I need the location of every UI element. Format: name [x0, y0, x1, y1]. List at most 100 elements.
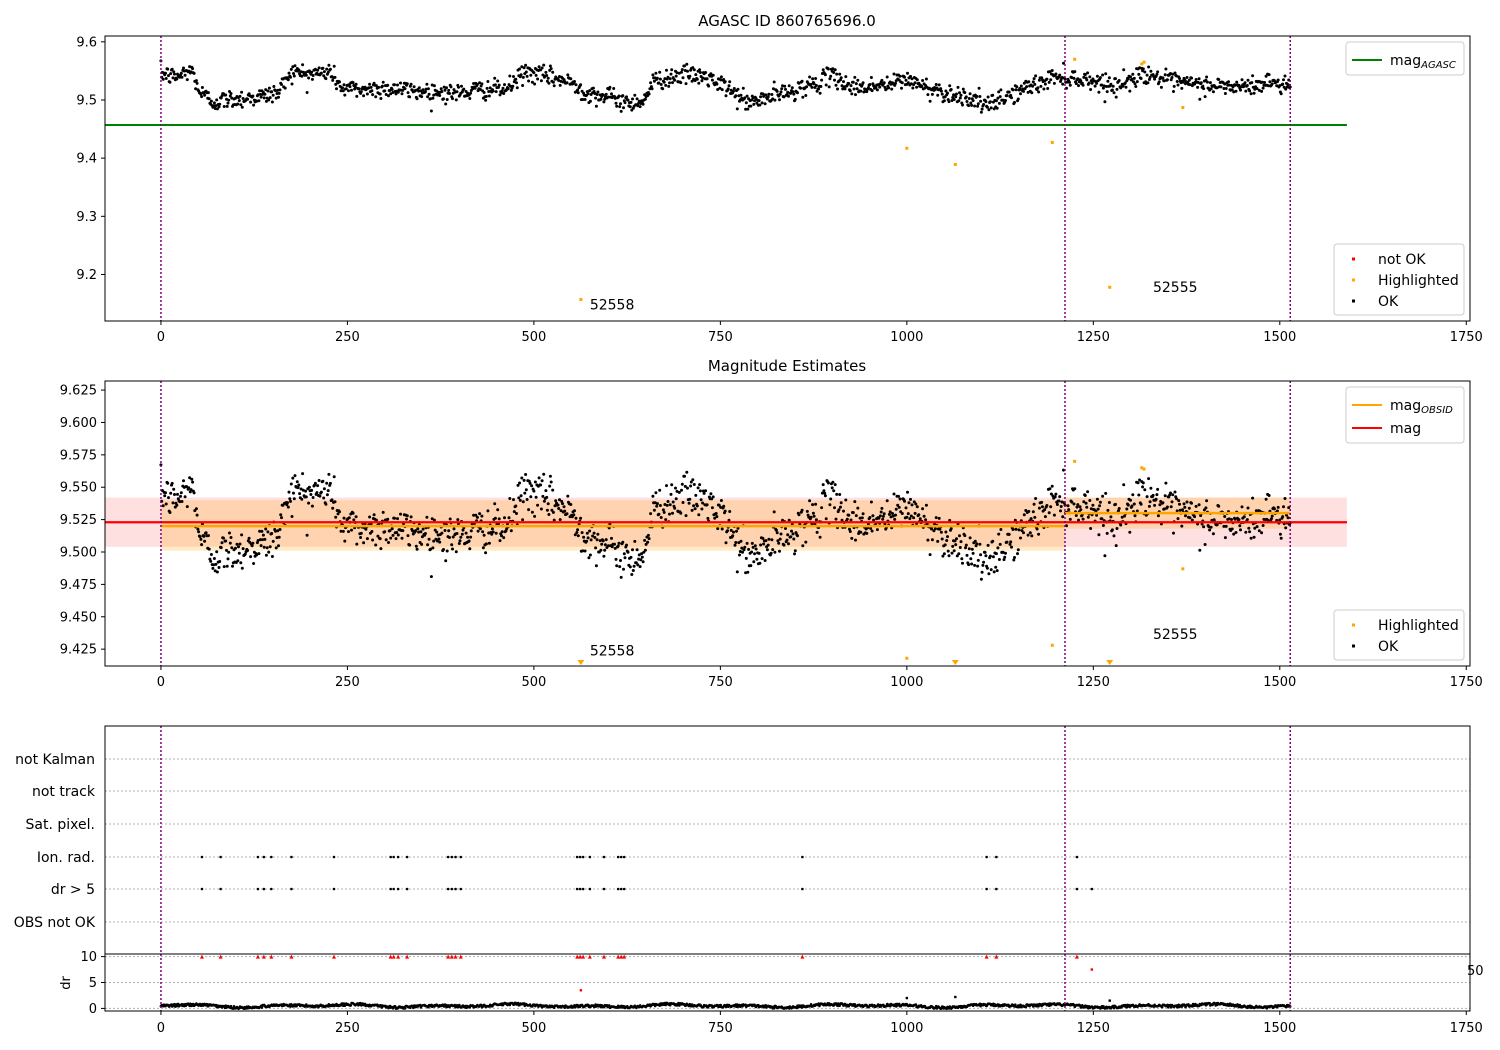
- ok-point: [747, 547, 751, 551]
- ok-point: [953, 539, 957, 543]
- ok-point: [975, 542, 979, 546]
- flag-marker: [459, 855, 463, 859]
- ok-point: [692, 68, 696, 72]
- ok-point: [818, 535, 822, 539]
- ok-point: [317, 66, 321, 70]
- ok-point: [419, 530, 423, 534]
- legend-marker: [1352, 623, 1355, 627]
- flag-marker: [801, 887, 804, 891]
- ok-point: [839, 76, 843, 80]
- ok-point: [967, 97, 971, 100]
- ok-point: [217, 105, 221, 109]
- ok-point: [906, 81, 910, 85]
- ok-point: [537, 65, 541, 69]
- ok-point: [617, 541, 621, 545]
- ok-point: [1177, 499, 1181, 503]
- ok-point: [830, 486, 834, 490]
- dr-flag-marker: [405, 954, 410, 959]
- ok-point: [545, 508, 549, 512]
- ok-point: [651, 494, 655, 498]
- ok-point: [372, 513, 376, 517]
- ok-point: [283, 86, 287, 90]
- ok-point: [454, 550, 458, 554]
- ok-point: [461, 528, 465, 532]
- ok-point: [626, 98, 630, 102]
- ok-point: [683, 484, 687, 488]
- ok-point: [853, 75, 857, 79]
- ok-point: [409, 82, 413, 86]
- out-of-range-marker: [951, 660, 959, 665]
- ok-point: [565, 81, 569, 85]
- ok-point: [685, 62, 689, 66]
- dr-point: [260, 1006, 264, 1009]
- legend-label: mag: [1390, 421, 1421, 437]
- ok-point: [1156, 70, 1160, 74]
- ok-point: [1001, 98, 1005, 102]
- ok-point: [1027, 80, 1031, 84]
- ok-point: [1089, 507, 1093, 511]
- ok-point: [860, 516, 864, 520]
- ok-point: [892, 72, 896, 76]
- ok-point: [967, 547, 971, 551]
- ok-point: [799, 86, 803, 90]
- ok-point: [493, 516, 497, 520]
- ok-point: [909, 497, 912, 501]
- dr-point: [719, 1003, 722, 1007]
- ok-point: [1111, 84, 1115, 88]
- ok-point: [1185, 76, 1189, 79]
- ok-point: [694, 493, 698, 497]
- ok-point: [558, 498, 561, 502]
- ok-point: [530, 80, 534, 84]
- ok-point: [279, 513, 283, 517]
- ok-point: [668, 81, 671, 85]
- ok-point: [1264, 74, 1268, 78]
- ok-point: [670, 68, 674, 72]
- ok-point: [517, 496, 521, 500]
- ok-point: [169, 72, 173, 76]
- ok-point: [403, 87, 407, 91]
- dr-flag-marker: [331, 954, 336, 959]
- ok-point: [850, 92, 854, 96]
- ok-point: [209, 553, 213, 556]
- ok-point: [770, 538, 774, 542]
- y-tick-label: 9.2: [76, 268, 97, 283]
- ok-point: [215, 98, 219, 102]
- ok-point: [718, 86, 722, 90]
- ok-point: [377, 85, 381, 89]
- ok-point: [1275, 509, 1279, 513]
- ok-point: [256, 539, 260, 542]
- ok-point: [243, 552, 247, 556]
- flag-row-label: Ion. rad.: [37, 850, 95, 866]
- ok-point: [714, 512, 718, 515]
- ok-point: [206, 91, 210, 95]
- ok-point: [1276, 505, 1280, 509]
- ok-point: [1149, 69, 1153, 73]
- ok-point: [1106, 508, 1110, 512]
- ok-point: [738, 553, 741, 557]
- ok-point: [1016, 97, 1020, 101]
- ok-point: [680, 68, 684, 72]
- ok-point: [228, 94, 232, 98]
- ok-point: [956, 85, 960, 89]
- highlighted-point: [1050, 140, 1054, 144]
- ok-point: [814, 518, 818, 522]
- ok-point: [1081, 517, 1085, 521]
- ok-point: [1114, 77, 1117, 81]
- ok-point: [1107, 76, 1111, 80]
- ok-point: [1164, 481, 1168, 485]
- ok-point: [975, 94, 979, 98]
- ok-point: [550, 508, 554, 512]
- ok-point: [915, 78, 919, 82]
- ok-point: [964, 546, 967, 550]
- ok-point: [287, 71, 291, 75]
- ok-point: [569, 503, 573, 506]
- ok-point: [1019, 536, 1022, 540]
- ok-point: [710, 506, 714, 510]
- ok-point: [218, 102, 222, 106]
- ok-point: [994, 565, 998, 569]
- ok-point: [263, 92, 267, 96]
- ok-point: [601, 93, 605, 97]
- ok-point: [1061, 515, 1065, 519]
- ok-point: [722, 504, 726, 508]
- legend-mag-agasc: magAGASC: [1345, 41, 1465, 76]
